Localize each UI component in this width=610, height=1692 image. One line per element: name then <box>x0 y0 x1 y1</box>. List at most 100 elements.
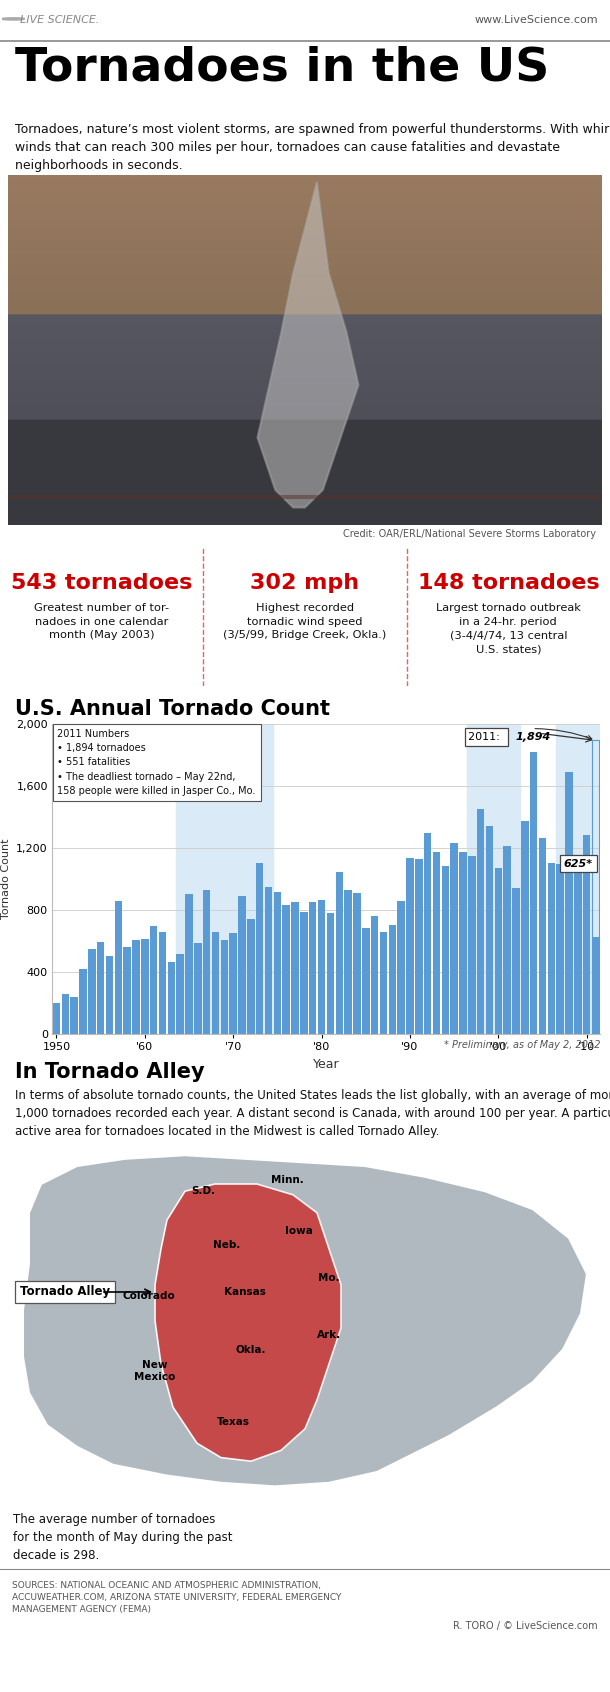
Text: 148 tornadoes: 148 tornadoes <box>417 574 599 592</box>
Bar <box>203 890 210 1034</box>
Text: Okla.: Okla. <box>235 1345 266 1355</box>
Text: Kansas: Kansas <box>224 1288 266 1298</box>
Bar <box>556 724 600 1034</box>
Bar <box>521 821 529 1034</box>
Text: Colorado: Colorado <box>123 1291 176 1301</box>
Text: Highest recorded
tornadic wind speed
(3/5/99, Bridge Creek, Okla.): Highest recorded tornadic wind speed (3/… <box>223 604 387 640</box>
Bar <box>176 954 184 1034</box>
Bar <box>300 912 307 1034</box>
Text: 302 mph: 302 mph <box>251 574 359 592</box>
Bar <box>70 997 78 1034</box>
Bar <box>79 968 87 1034</box>
Bar <box>442 866 449 1034</box>
Bar <box>467 724 520 1034</box>
Bar <box>327 912 334 1034</box>
Bar <box>229 932 237 1034</box>
Text: U.S. Annual Tornado Count: U.S. Annual Tornado Count <box>15 699 330 719</box>
Text: * Preliminary, as of May 2, 2012: * Preliminary, as of May 2, 2012 <box>443 1041 600 1051</box>
Bar <box>459 853 467 1034</box>
Bar <box>379 932 387 1034</box>
Text: 2011 Numbers
• 1,894 tornadoes
• 551 fatalities
• The deadliest tornado – May 22: 2011 Numbers • 1,894 tornadoes • 551 fat… <box>57 729 256 797</box>
Bar <box>132 941 140 1034</box>
Polygon shape <box>257 183 359 508</box>
Bar <box>565 772 573 1034</box>
Bar <box>583 836 590 1034</box>
Polygon shape <box>23 1156 587 1486</box>
Text: In terms of absolute tornado counts, the United States leads the list globally, : In terms of absolute tornado counts, the… <box>15 1090 610 1139</box>
Text: 2011:: 2011: <box>468 731 504 741</box>
Bar <box>221 939 228 1034</box>
Text: Ark.: Ark. <box>317 1330 341 1340</box>
Text: Iowa: Iowa <box>285 1225 313 1235</box>
Bar <box>592 937 600 1034</box>
Bar <box>592 741 600 1034</box>
Bar <box>282 905 290 1034</box>
Bar <box>168 963 175 1034</box>
Y-axis label: Tornado Count: Tornado Count <box>1 839 10 919</box>
Text: Tornadoes, nature’s most violent storms, are spawned from powerful thunderstorms: Tornadoes, nature’s most violent storms,… <box>15 122 610 171</box>
Bar <box>389 926 396 1034</box>
Bar <box>548 863 555 1034</box>
Bar <box>97 942 104 1034</box>
Bar <box>247 919 254 1034</box>
Text: LIVE SCIENCE.: LIVE SCIENCE. <box>20 15 99 25</box>
Bar <box>62 993 69 1034</box>
Bar <box>106 956 113 1034</box>
Text: Greatest number of tor-
nadoes in one calendar
month (May 2003): Greatest number of tor- nadoes in one ca… <box>34 604 169 640</box>
Bar <box>292 902 299 1034</box>
Text: The average number of tornadoes
for the month of May during the past
decade is 2: The average number of tornadoes for the … <box>13 1513 232 1562</box>
Bar <box>159 932 167 1034</box>
Text: 625*: 625* <box>564 858 593 868</box>
Bar <box>574 854 582 1034</box>
Bar <box>556 865 564 1034</box>
Bar <box>115 902 122 1034</box>
Text: Texas: Texas <box>217 1416 249 1426</box>
Bar <box>415 858 423 1034</box>
Bar <box>309 902 317 1034</box>
Bar <box>495 868 502 1034</box>
Bar <box>397 902 405 1034</box>
Text: Tornado Alley: Tornado Alley <box>20 1286 110 1298</box>
Text: S.D.: S.D. <box>191 1186 215 1196</box>
Text: Minn.: Minn. <box>271 1176 303 1186</box>
Text: Credit: OAR/ERL/National Severe Storms Laboratory: Credit: OAR/ERL/National Severe Storms L… <box>343 530 596 540</box>
Text: 1,894: 1,894 <box>515 731 550 741</box>
Text: R. TORO / © LiveScience.com: R. TORO / © LiveScience.com <box>453 1621 598 1631</box>
Bar <box>88 949 96 1034</box>
Bar <box>185 893 193 1034</box>
Bar <box>512 888 520 1034</box>
Text: New
Mexico: New Mexico <box>134 1360 176 1382</box>
Bar <box>530 751 537 1034</box>
Bar <box>353 893 361 1034</box>
Text: 543 tornadoes: 543 tornadoes <box>11 574 192 592</box>
Bar <box>477 809 484 1034</box>
Text: Largest tornado outbreak
in a 24-hr. period
(3-4/4/74, 13 central
U.S. states): Largest tornado outbreak in a 24-hr. per… <box>436 604 581 655</box>
Text: Tornadoes in the US: Tornadoes in the US <box>15 46 550 91</box>
Bar <box>265 887 272 1034</box>
X-axis label: Year: Year <box>313 1058 339 1071</box>
Bar <box>212 932 219 1034</box>
Bar <box>539 838 547 1034</box>
Bar <box>194 944 201 1034</box>
Bar <box>362 927 370 1034</box>
Bar <box>503 846 511 1034</box>
Bar <box>274 892 281 1034</box>
Text: In Tornado Alley: In Tornado Alley <box>15 1063 205 1081</box>
Bar <box>468 856 476 1034</box>
Polygon shape <box>155 1184 341 1462</box>
Bar <box>150 926 157 1034</box>
Bar <box>239 897 246 1034</box>
Bar <box>52 1003 60 1034</box>
Bar <box>406 858 414 1034</box>
Text: www.LiveScience.com: www.LiveScience.com <box>474 15 598 25</box>
Bar <box>176 724 273 1034</box>
Bar <box>318 900 325 1034</box>
Text: Neb.: Neb. <box>214 1240 241 1250</box>
Bar <box>123 946 131 1034</box>
Text: SOURCES: NATIONAL OCEANIC AND ATMOSPHERIC ADMINISTRATION,
ACCUWEATHER.COM, ARIZO: SOURCES: NATIONAL OCEANIC AND ATMOSPHERI… <box>12 1580 342 1614</box>
Text: Mo.: Mo. <box>318 1272 340 1283</box>
Bar <box>344 890 352 1034</box>
Bar <box>486 826 493 1034</box>
Bar <box>432 853 440 1034</box>
Bar <box>141 939 149 1034</box>
